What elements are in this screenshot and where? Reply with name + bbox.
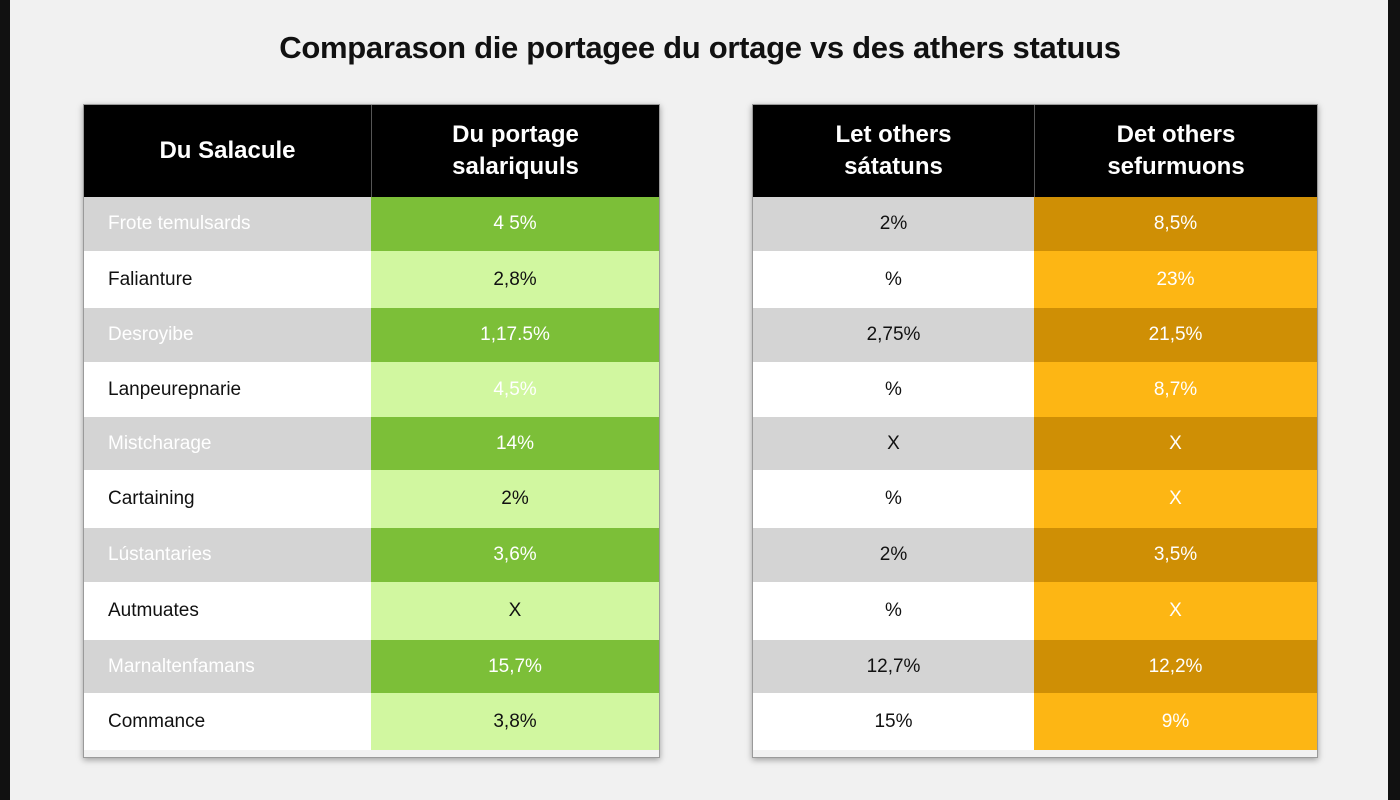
column-header-du-portage: Du portage salariquuls xyxy=(371,105,659,197)
portage-value: 3,8% xyxy=(371,693,659,750)
status-label: Lústantaries xyxy=(84,528,371,582)
other-statuses-table: Let others sátatuns Det others sefurmuon… xyxy=(752,104,1318,758)
others-statuts-value: X xyxy=(753,417,1034,470)
portage-value: 2,8% xyxy=(371,251,659,308)
others-statuts-value: % xyxy=(753,470,1034,528)
status-label: Mistcharage xyxy=(84,417,371,470)
table-row: 2,75% 21,5% xyxy=(753,308,1317,362)
status-label: Autmuates xyxy=(84,582,371,640)
status-label: Cartaining xyxy=(84,470,371,528)
portage-table: Du Salacule Du portage salariquuls Frote… xyxy=(83,104,660,758)
table-row: Cartaining 2% xyxy=(84,470,659,528)
table-row: Desroyibe 1,17.5% xyxy=(84,308,659,362)
others-fonctions-value: 3,5% xyxy=(1034,528,1317,582)
table-row: Commance 3,8% xyxy=(84,693,659,750)
others-statuts-value: 15% xyxy=(753,693,1034,750)
status-label: Falianture xyxy=(84,251,371,308)
others-statuts-value: 2,75% xyxy=(753,308,1034,362)
chart-title: Comparason die portagee du ortage vs des… xyxy=(279,30,1121,65)
column-header-det-others: Det others sefurmuons xyxy=(1034,105,1317,197)
others-fonctions-value: 12,2% xyxy=(1034,640,1317,693)
table-row: % 23% xyxy=(753,251,1317,308)
table-row: 12,7% 12,2% xyxy=(753,640,1317,693)
table-row: % X xyxy=(753,582,1317,640)
portage-value: 4 5% xyxy=(371,197,659,251)
others-fonctions-value: 8,5% xyxy=(1034,197,1317,251)
portage-value: 4,5% xyxy=(371,362,659,417)
table-row: Frote temulsards 4 5% xyxy=(84,197,659,251)
table-header: Let others sátatuns Det others sefurmuon… xyxy=(753,105,1317,197)
others-fonctions-value: 21,5% xyxy=(1034,308,1317,362)
column-header-du-salacule: Du Salacule xyxy=(159,137,296,164)
table-row: Lústantaries 3,6% xyxy=(84,528,659,582)
status-label: Desroyibe xyxy=(84,308,371,362)
table-row: Lanpeurepnarie 4,5% xyxy=(84,362,659,417)
portage-value: 15,7% xyxy=(371,640,659,693)
column-header-let-others: Let others sátatuns xyxy=(835,121,952,180)
others-statuts-value: % xyxy=(753,582,1034,640)
portage-value: 1,17.5% xyxy=(371,308,659,362)
portage-value: 2% xyxy=(371,470,659,528)
table-row: % X xyxy=(753,470,1317,528)
table-row: 2% 3,5% xyxy=(753,528,1317,582)
others-statuts-value: % xyxy=(753,251,1034,308)
table-row: 15% 9% xyxy=(753,693,1317,750)
portage-value: 3,6% xyxy=(371,528,659,582)
table-row: 2% 8,5% xyxy=(753,197,1317,251)
others-fonctions-value: X xyxy=(1034,470,1317,528)
others-fonctions-value: X xyxy=(1034,417,1317,470)
others-fonctions-value: X xyxy=(1034,582,1317,640)
table-row: Marnaltenfamans 15,7% xyxy=(84,640,659,693)
table-row: Falianture 2,8% xyxy=(84,251,659,308)
status-label: Lanpeurepnarie xyxy=(84,362,371,417)
table-header: Du Salacule Du portage salariquuls xyxy=(84,105,659,197)
status-label: Frote temulsards xyxy=(84,197,371,251)
others-statuts-value: 2% xyxy=(753,528,1034,582)
portage-value: X xyxy=(371,582,659,640)
others-statuts-value: 12,7% xyxy=(753,640,1034,693)
table-row: Autmuates X xyxy=(84,582,659,640)
others-fonctions-value: 23% xyxy=(1034,251,1317,308)
portage-value: 14% xyxy=(371,417,659,470)
table-row: Mistcharage 14% xyxy=(84,417,659,470)
others-fonctions-value: 8,7% xyxy=(1034,362,1317,417)
status-label: Commance xyxy=(84,693,371,750)
others-statuts-value: 2% xyxy=(753,197,1034,251)
others-fonctions-value: 9% xyxy=(1034,693,1317,750)
table-row: % 8,7% xyxy=(753,362,1317,417)
others-statuts-value: % xyxy=(753,362,1034,417)
status-label: Marnaltenfamans xyxy=(84,640,371,693)
